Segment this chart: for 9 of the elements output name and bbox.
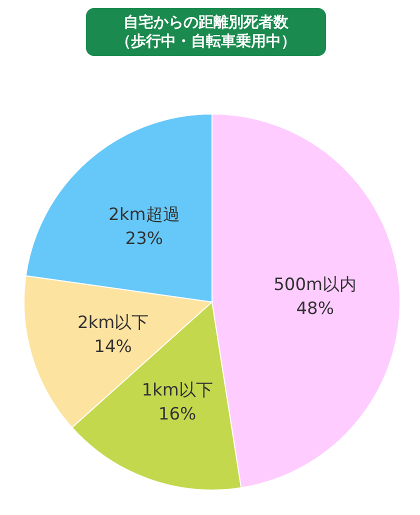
slice-label: 500m以内 — [274, 274, 357, 295]
chart-title: 自宅からの距離別死者数（歩行中・自転車乗用中） — [115, 13, 297, 51]
data-label: 23% — [125, 228, 164, 249]
data-label: 16% — [158, 404, 196, 424]
data-label: 48% — [296, 298, 334, 319]
data-label: 14% — [94, 337, 132, 358]
slice-label: 1km以下 — [142, 380, 213, 400]
slice-label: 2km以下 — [77, 313, 149, 334]
slice-label: 2km超過 — [108, 204, 180, 225]
